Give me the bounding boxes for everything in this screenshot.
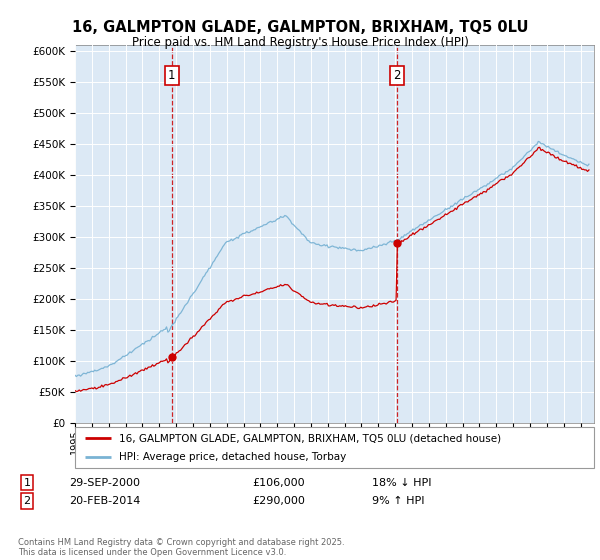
Text: 2: 2 [23,496,31,506]
Text: HPI: Average price, detached house, Torbay: HPI: Average price, detached house, Torb… [119,452,346,461]
Text: 20-FEB-2014: 20-FEB-2014 [69,496,140,506]
Text: 16, GALMPTON GLADE, GALMPTON, BRIXHAM, TQ5 0LU: 16, GALMPTON GLADE, GALMPTON, BRIXHAM, T… [72,20,528,35]
Text: £290,000: £290,000 [252,496,305,506]
Text: 2: 2 [394,69,401,82]
Text: 1: 1 [23,478,31,488]
Text: 1: 1 [168,69,176,82]
Text: 29-SEP-2000: 29-SEP-2000 [69,478,140,488]
Text: Price paid vs. HM Land Registry's House Price Index (HPI): Price paid vs. HM Land Registry's House … [131,36,469,49]
Text: 9% ↑ HPI: 9% ↑ HPI [372,496,425,506]
Text: 16, GALMPTON GLADE, GALMPTON, BRIXHAM, TQ5 0LU (detached house): 16, GALMPTON GLADE, GALMPTON, BRIXHAM, T… [119,433,501,443]
Text: 18% ↓ HPI: 18% ↓ HPI [372,478,431,488]
Text: Contains HM Land Registry data © Crown copyright and database right 2025.
This d: Contains HM Land Registry data © Crown c… [18,538,344,557]
Text: £106,000: £106,000 [252,478,305,488]
